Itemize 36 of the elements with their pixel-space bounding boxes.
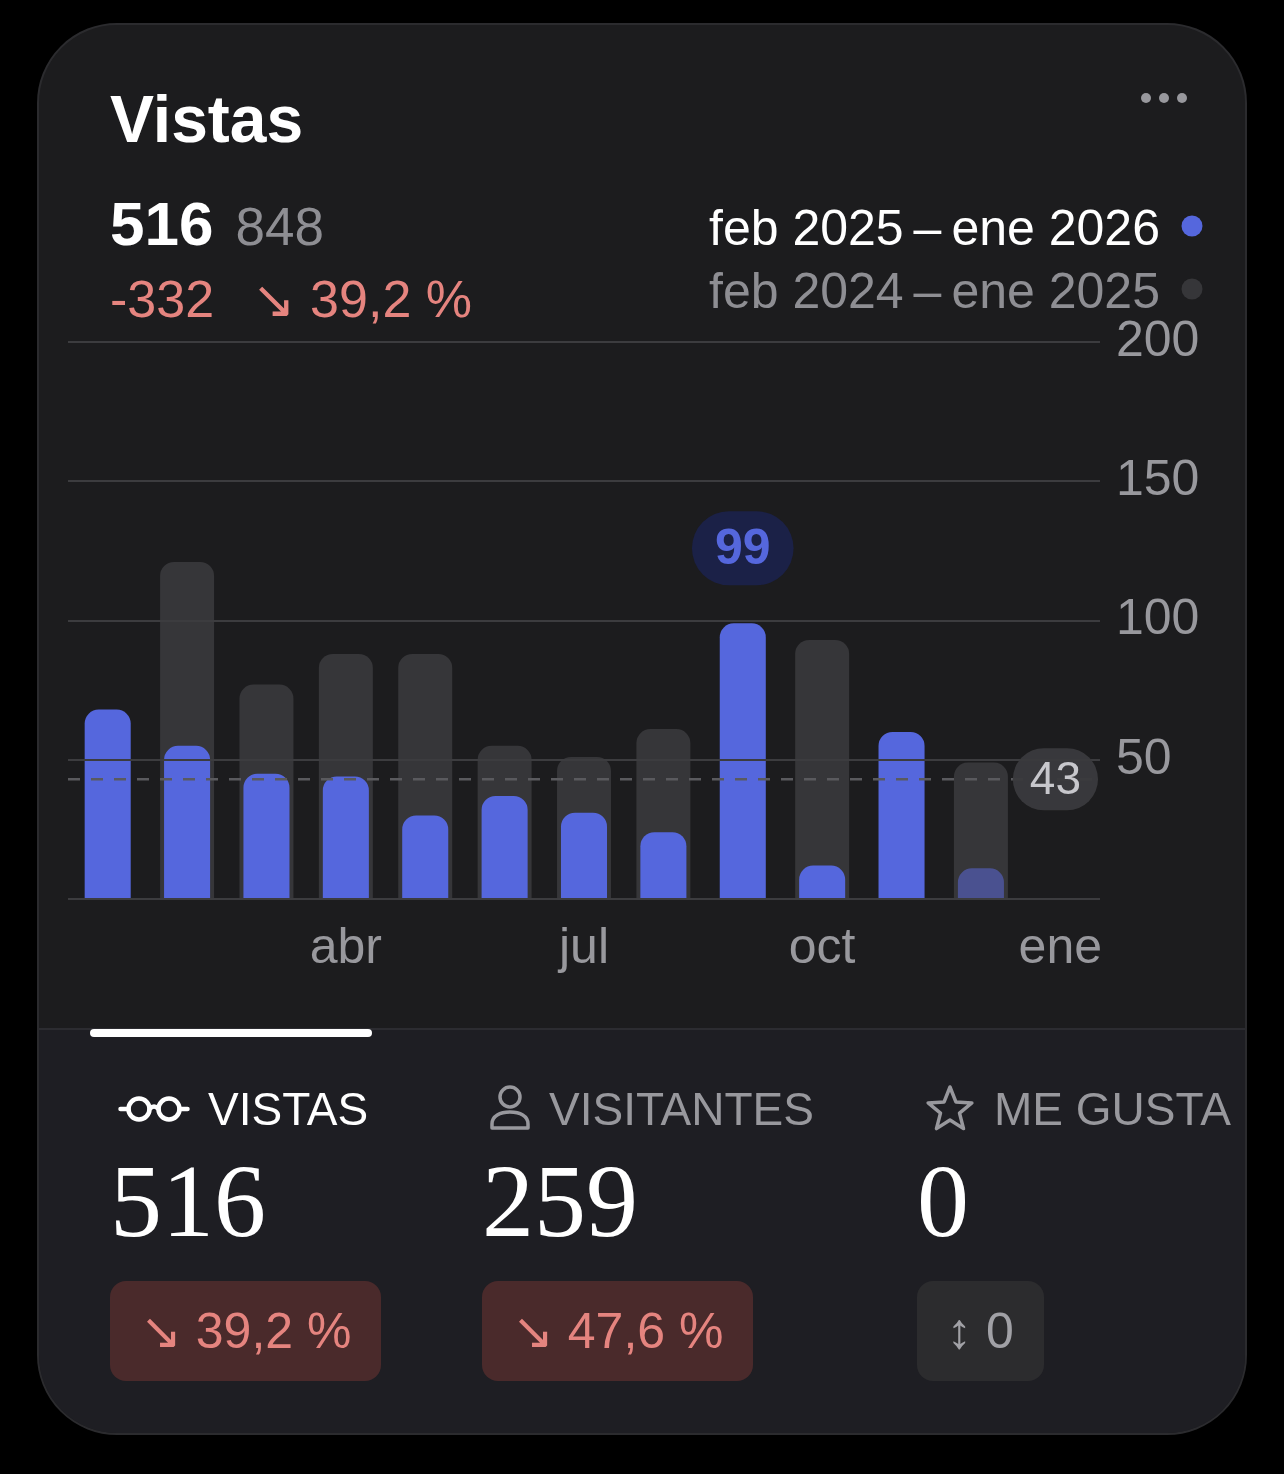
x-tick-label: oct [788, 917, 856, 974]
y-tick-label: 50 [1116, 728, 1172, 785]
chart-title: Vistas [110, 82, 304, 156]
bar [640, 832, 687, 898]
data-label: 99 [714, 519, 771, 576]
x-tick-label: abr [309, 917, 382, 974]
bar [243, 773, 290, 898]
text: 848 [235, 197, 324, 256]
legend-label: feb 2025 – ene 2026 [708, 200, 1160, 256]
y-tick-label: 100 [1116, 589, 1200, 646]
ref-line-label: 43 [1029, 751, 1081, 804]
bar [164, 745, 211, 898]
text: VISITANTES [549, 1083, 814, 1135]
x-tick-label: ene [1018, 917, 1103, 974]
bar [878, 731, 925, 898]
text: ME GUSTA [994, 1083, 1231, 1135]
text: VISTAS [208, 1083, 369, 1135]
text: 516 [110, 1143, 266, 1258]
x-tick-label: jul [556, 917, 610, 974]
bar [719, 623, 766, 898]
y-tick-label: 150 [1116, 450, 1200, 507]
bar [481, 795, 528, 898]
change-badge: ↕ 0 [917, 1281, 1044, 1381]
text: 0 [917, 1143, 969, 1258]
text: ↘ 39,2 % [252, 270, 472, 328]
text: 516 [110, 189, 214, 258]
bar [560, 812, 608, 898]
bar [799, 865, 846, 898]
bar [322, 776, 369, 898]
bar [84, 709, 131, 898]
change-badge: ↘ 47,6 % [482, 1281, 754, 1381]
text: 259 [482, 1143, 638, 1258]
change-badge: ↘ 39,2 % [110, 1281, 382, 1381]
text: -332 [110, 270, 215, 328]
bar [957, 868, 1004, 898]
bar [402, 815, 449, 898]
